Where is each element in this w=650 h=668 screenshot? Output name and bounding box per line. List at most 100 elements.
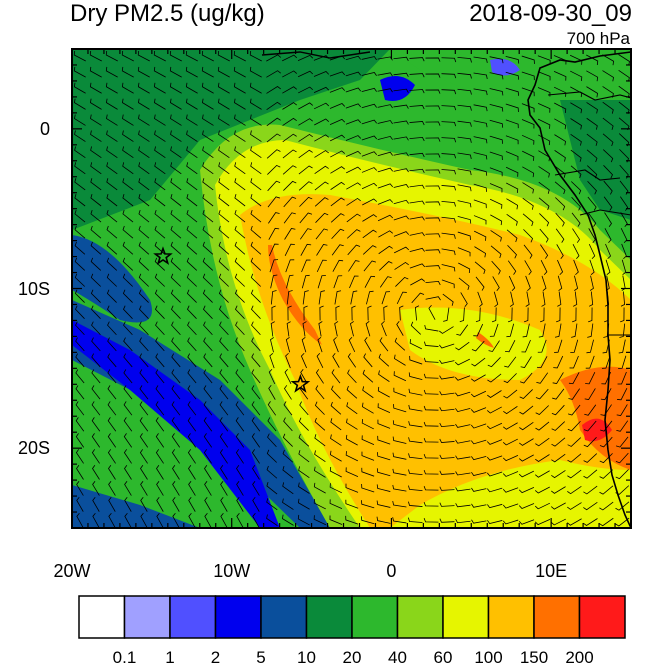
wind-barb xyxy=(155,417,165,432)
wind-barb xyxy=(266,54,282,62)
wind-barb xyxy=(409,168,425,173)
wind-barb xyxy=(234,209,246,223)
wind-barb xyxy=(315,228,328,240)
wind-barb xyxy=(618,54,630,66)
wind-barb xyxy=(377,386,390,398)
wind-barb xyxy=(170,225,182,239)
wind-barb xyxy=(377,151,393,157)
wind-barb xyxy=(493,291,499,307)
wind-barb xyxy=(270,290,277,305)
wind-barb xyxy=(156,512,164,528)
wind-barb xyxy=(361,135,378,141)
wind-barb xyxy=(473,104,488,112)
wind-barb xyxy=(298,133,313,142)
wind-barb xyxy=(202,130,214,142)
wind-barb xyxy=(568,372,580,385)
wind-barb xyxy=(345,467,359,477)
wind-barb xyxy=(396,321,404,336)
wind-barb xyxy=(616,404,628,417)
wind-barb xyxy=(185,98,198,110)
wind-barb xyxy=(408,404,423,412)
wind-barb xyxy=(139,417,149,432)
wind-barb xyxy=(487,357,501,368)
wind-barb xyxy=(249,98,262,110)
wind-barb xyxy=(91,385,101,400)
wind-barb xyxy=(521,134,535,145)
wind-barb xyxy=(266,514,278,526)
wind-barb xyxy=(314,181,329,191)
wind-barb xyxy=(202,289,213,303)
colorbar-swatch xyxy=(351,595,399,639)
wind-barb xyxy=(156,481,164,496)
star-marker xyxy=(290,373,311,393)
wind-barb xyxy=(394,354,406,366)
wind-barb xyxy=(90,273,101,287)
wind-barb xyxy=(301,274,310,289)
wind-barb xyxy=(457,136,472,143)
wind-barb xyxy=(74,194,86,207)
wind-barb xyxy=(441,105,457,111)
wind-barb xyxy=(137,82,150,94)
wind-barb xyxy=(236,465,244,480)
wind-barb xyxy=(471,340,485,352)
wind-barb xyxy=(286,274,294,289)
wind-barb xyxy=(270,337,275,353)
wind-barb xyxy=(505,71,520,80)
wind-barb xyxy=(439,391,455,396)
wind-barb xyxy=(138,273,149,287)
wind-barb xyxy=(270,274,278,289)
wind-barb xyxy=(604,228,612,244)
wind-barb xyxy=(251,385,261,400)
wind-barb xyxy=(282,433,293,447)
wind-barb xyxy=(251,337,261,352)
wind-barb xyxy=(329,466,342,478)
wind-barb xyxy=(266,498,278,511)
wind-barb xyxy=(283,196,297,208)
wind-barb xyxy=(489,167,503,177)
wind-barb xyxy=(410,321,421,335)
wind-barb xyxy=(171,417,181,432)
wind-barb xyxy=(393,231,410,237)
wind-barb xyxy=(489,198,503,209)
wind-barb xyxy=(123,417,133,432)
wind-barb xyxy=(620,227,628,244)
wind-barb xyxy=(618,70,630,82)
wind-barb xyxy=(334,290,342,305)
wind-barb xyxy=(123,433,133,448)
wind-barb xyxy=(455,341,470,351)
wind-barb xyxy=(185,66,198,78)
wind-barb xyxy=(106,178,118,191)
wind-barb xyxy=(473,183,487,192)
wind-barb xyxy=(568,388,580,400)
wind-barb xyxy=(602,54,615,66)
wind-barb xyxy=(572,307,577,323)
wind-barb xyxy=(285,337,291,353)
wind-barb xyxy=(537,55,551,65)
wind-barb xyxy=(361,72,377,76)
wind-barb xyxy=(620,307,625,323)
wind-barb xyxy=(75,449,84,464)
wind-barb xyxy=(123,321,133,336)
wind-barb xyxy=(285,352,291,369)
wind-barb xyxy=(470,407,487,413)
wind-barb xyxy=(502,519,519,525)
colorbar-label: 0.1 xyxy=(112,648,137,667)
wind-barb xyxy=(534,502,551,510)
wind-barb xyxy=(330,434,342,446)
axis-ticks xyxy=(71,48,632,529)
wind-barb xyxy=(605,259,611,276)
wind-barb xyxy=(363,260,377,272)
wind-barb xyxy=(521,103,535,113)
wind-barb xyxy=(473,56,488,63)
wind-barb xyxy=(106,241,118,255)
wind-barb xyxy=(409,89,425,94)
wind-barb xyxy=(75,337,85,352)
wind-barb xyxy=(107,337,117,352)
wind-barb xyxy=(202,194,214,207)
wind-barb xyxy=(139,401,149,416)
wind-barb xyxy=(409,121,425,126)
colorbar-swatch xyxy=(78,595,126,639)
wind-barb xyxy=(313,482,326,494)
wind-barb xyxy=(121,50,134,62)
wind-barb xyxy=(377,88,393,93)
